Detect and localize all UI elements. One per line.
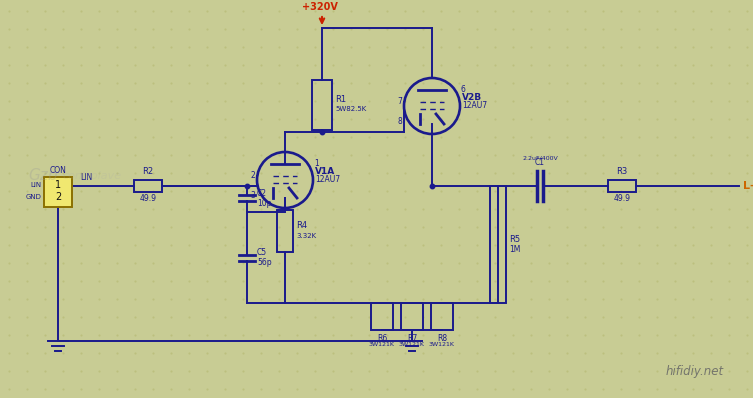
Text: LIN: LIN	[80, 173, 93, 182]
Text: 49.9: 49.9	[614, 194, 630, 203]
Text: hifidiy.net: hifidiy.net	[666, 365, 724, 378]
Text: controlave: controlave	[62, 171, 121, 181]
Text: 1M: 1M	[509, 245, 520, 254]
Text: R6: R6	[376, 334, 387, 343]
Text: 3: 3	[250, 191, 255, 201]
Text: 3W121K: 3W121K	[399, 342, 425, 347]
Text: 7: 7	[397, 98, 402, 107]
Text: Gzb: Gzb	[28, 168, 57, 183]
Text: 1: 1	[55, 180, 61, 190]
Text: R1: R1	[335, 94, 346, 103]
Text: CON: CON	[50, 166, 66, 175]
Text: R7: R7	[407, 334, 417, 343]
Text: 49.9: 49.9	[139, 194, 157, 203]
Text: 1: 1	[314, 160, 319, 168]
Text: C1: C1	[535, 158, 545, 167]
Text: 2: 2	[250, 172, 255, 181]
Text: R8: R8	[437, 334, 447, 343]
Text: GND: GND	[26, 194, 42, 200]
Text: 3W121K: 3W121K	[369, 342, 395, 347]
Text: +320V: +320V	[302, 2, 338, 12]
Text: C2: C2	[257, 189, 267, 197]
Text: 2: 2	[55, 192, 61, 202]
Text: C5: C5	[257, 248, 267, 257]
Text: 5W82.5K: 5W82.5K	[335, 106, 366, 112]
Text: L-OUT: L-OUT	[743, 181, 753, 191]
Text: V2B: V2B	[462, 92, 482, 101]
FancyBboxPatch shape	[44, 177, 72, 207]
Text: R3: R3	[617, 167, 627, 176]
Text: 2.2uF/400V: 2.2uF/400V	[522, 155, 558, 160]
Text: 8: 8	[398, 117, 402, 127]
Text: 3W121K: 3W121K	[429, 342, 455, 347]
Text: 6: 6	[461, 86, 466, 94]
Text: 3.32K: 3.32K	[296, 233, 316, 239]
Text: 10p: 10p	[257, 199, 272, 207]
Text: 12AU7: 12AU7	[462, 101, 487, 111]
Text: R5: R5	[509, 235, 520, 244]
Text: 56p: 56p	[257, 258, 272, 267]
Text: R2: R2	[142, 167, 154, 176]
Text: V1A: V1A	[315, 166, 335, 176]
Text: 12AU7: 12AU7	[315, 176, 340, 185]
Text: LIN: LIN	[31, 182, 42, 188]
Text: R4: R4	[296, 222, 307, 230]
